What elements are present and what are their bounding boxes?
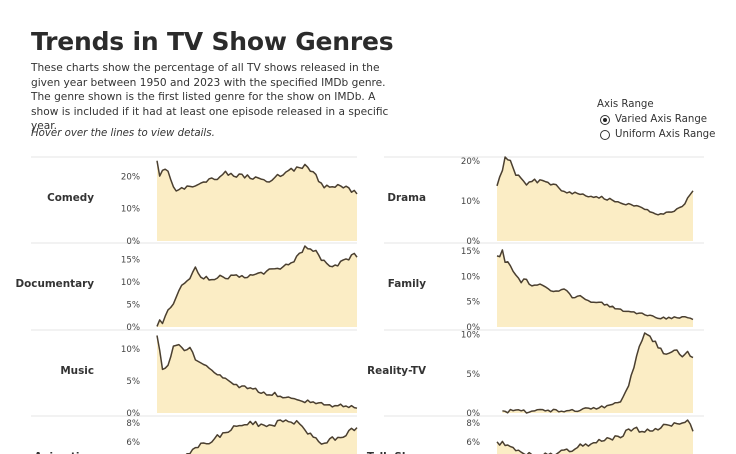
y-tick-label: 8% <box>466 419 480 429</box>
y-tick-label: 0% <box>466 237 480 247</box>
y-tick-label: 0% <box>126 323 140 333</box>
uniform-axis-range-radio[interactable] <box>600 129 610 140</box>
y-tick-label: 20% <box>461 157 480 167</box>
varied-axis-range-option[interactable]: Varied Axis Range <box>597 112 715 127</box>
genre-label: Reality-TV <box>367 365 426 377</box>
y-tick-label: 15% <box>461 247 480 257</box>
series-area <box>497 157 693 241</box>
y-tick-label: 5% <box>466 370 480 380</box>
series-area <box>502 333 693 413</box>
genre-label: Documentary <box>16 278 95 290</box>
series-line[interactable] <box>156 160 358 195</box>
y-tick-label: 10% <box>461 197 480 207</box>
y-tick-label: 0% <box>126 409 140 419</box>
axis-range-title: Axis Range <box>597 99 654 110</box>
uniform-axis-range-option[interactable]: Uniform Axis Range <box>597 127 715 142</box>
y-tick-label: 5% <box>466 298 480 308</box>
genre-label: Animation <box>34 451 94 454</box>
y-tick-label: 0% <box>466 323 480 333</box>
page-description: These charts show the percentage of all … <box>31 62 389 133</box>
varied-axis-range-radio[interactable] <box>600 114 610 125</box>
chart-family: Family 0% 5% 10% 15% <box>388 247 694 333</box>
y-tick-label: 0% <box>466 409 480 419</box>
chart-reality-tv: Reality-TV 0% 5% 10% <box>367 331 694 419</box>
y-tick-label: 5% <box>126 301 140 311</box>
series-line[interactable] <box>496 419 694 454</box>
y-tick-label: 10% <box>121 205 140 215</box>
genre-label: Comedy <box>47 192 94 204</box>
series-line[interactable] <box>156 335 358 409</box>
genre-label: Family <box>388 278 426 290</box>
chart-talk-show: Talk-Show 6% 8% <box>367 419 694 454</box>
chart-drama: Drama 0% 10% 20% <box>387 156 694 247</box>
varied-axis-range-label: Varied Axis Range <box>615 114 708 125</box>
series-line[interactable] <box>496 249 694 321</box>
y-tick-label: 10% <box>121 278 140 288</box>
series-area <box>497 249 693 327</box>
y-tick-label: 6% <box>126 438 140 448</box>
hover-hint: Hover over the lines to view details. <box>31 128 215 139</box>
chart-music: Music 0% 5% 10% <box>60 335 358 419</box>
series-area <box>157 335 357 413</box>
axis-range-control: Axis Range Varied Axis Range Uniform Axi… <box>597 99 715 142</box>
y-tick-label: 15% <box>121 256 140 266</box>
chart-animation: Animation 6% 8% <box>34 419 358 454</box>
y-tick-label: 10% <box>461 331 480 341</box>
chart-documentary: Documentary 0% 5% 10% 15% <box>16 245 358 333</box>
y-tick-label: 0% <box>126 237 140 247</box>
y-tick-label: 8% <box>126 419 140 429</box>
chart-comedy: Comedy 0% 10% 20% <box>47 160 358 247</box>
series-area <box>157 246 357 327</box>
series-line[interactable] <box>157 419 358 454</box>
page-title: Trends in TV Show Genres <box>31 27 394 56</box>
y-tick-label: 5% <box>126 377 140 387</box>
series-line[interactable] <box>156 245 358 327</box>
y-tick-label: 6% <box>466 438 480 448</box>
series-area <box>186 420 357 454</box>
series-area <box>157 160 357 241</box>
series-area <box>497 420 693 454</box>
uniform-axis-range-label: Uniform Axis Range <box>615 129 716 140</box>
genre-label: Music <box>60 365 94 377</box>
y-tick-label: 20% <box>121 172 140 182</box>
series-line[interactable] <box>496 156 694 216</box>
y-tick-label: 10% <box>461 272 480 282</box>
series-line[interactable] <box>502 332 694 414</box>
genre-label: Drama <box>387 192 426 204</box>
y-tick-label: 10% <box>121 345 140 355</box>
genre-label: Talk-Show <box>367 451 427 454</box>
